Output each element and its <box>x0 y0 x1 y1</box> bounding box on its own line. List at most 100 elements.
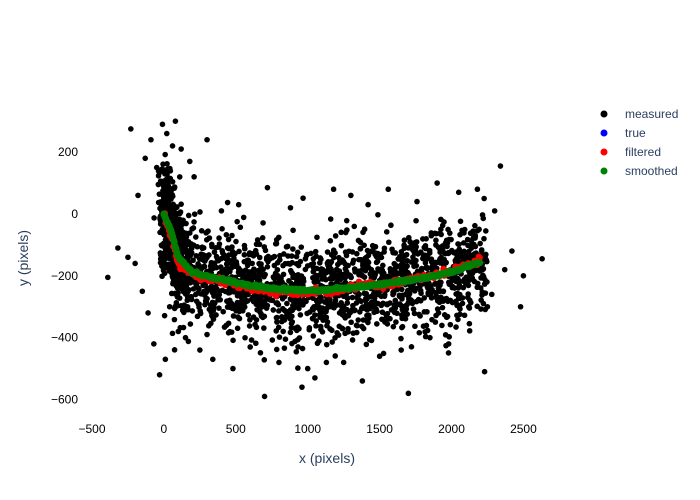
measured-point <box>474 303 480 310</box>
measured-point <box>385 186 392 193</box>
measured-point <box>312 312 318 318</box>
measured-point <box>327 238 334 244</box>
measured-point <box>313 318 319 324</box>
measured-point <box>371 309 377 316</box>
measured-point <box>344 306 350 313</box>
measured-point <box>151 215 157 221</box>
measured-point <box>162 151 168 158</box>
measured-point <box>455 241 461 247</box>
legend-label-smoothed: smoothed <box>625 164 678 178</box>
measured-point <box>210 356 216 363</box>
measured-point <box>276 334 283 340</box>
measured-point <box>218 264 224 270</box>
measured-point <box>379 267 386 274</box>
measured-point <box>365 264 372 271</box>
measured-point <box>339 305 346 312</box>
measured-point <box>311 279 318 285</box>
measured-point <box>284 300 290 307</box>
measured-point <box>275 301 282 308</box>
measured-point <box>276 359 282 366</box>
measured-point <box>422 328 428 335</box>
measured-point <box>482 306 489 313</box>
measured-point <box>373 259 380 266</box>
measured-point <box>317 272 323 278</box>
measured-point <box>378 293 385 300</box>
measured-point <box>357 309 363 315</box>
measured-point <box>275 234 282 241</box>
series-measured <box>105 118 545 400</box>
y-axis-ticks: 200 0 −200 −400 −600 <box>51 145 78 406</box>
measured-point <box>383 229 390 235</box>
measured-point <box>172 218 178 224</box>
measured-point <box>328 252 335 258</box>
measured-point <box>363 301 370 307</box>
legend-item-smoothed[interactable]: smoothed <box>600 164 678 178</box>
measured-point <box>310 256 317 262</box>
measured-point <box>338 229 344 236</box>
measured-point <box>224 199 231 206</box>
measured-point <box>454 301 461 308</box>
measured-point <box>390 323 397 330</box>
measured-point <box>180 288 187 295</box>
measured-point <box>261 393 268 400</box>
measured-point <box>160 161 166 167</box>
measured-point <box>148 136 154 143</box>
measured-point <box>172 118 179 124</box>
measured-point <box>159 226 166 233</box>
measured-point <box>460 284 467 291</box>
legend[interactable]: measured true filtered smoothed <box>600 107 679 178</box>
measured-point <box>398 248 405 255</box>
measured-point <box>228 265 235 271</box>
measured-point <box>174 228 180 235</box>
measured-point <box>324 322 330 329</box>
measured-point <box>481 195 487 202</box>
measured-point <box>225 298 231 304</box>
measured-point <box>421 295 428 301</box>
measured-point <box>340 359 347 366</box>
measured-point <box>165 204 172 211</box>
measured-point <box>428 295 435 301</box>
measured-point <box>185 212 192 219</box>
series-smoothed <box>160 210 484 295</box>
measured-point <box>483 228 489 234</box>
measured-point <box>398 335 404 342</box>
x-axis-title: x (pixels) <box>299 450 355 466</box>
measured-point <box>304 310 310 317</box>
measured-point <box>273 240 280 247</box>
measured-point <box>444 240 451 246</box>
measured-point <box>401 311 408 317</box>
measured-point <box>449 299 456 306</box>
measured-point <box>483 258 490 265</box>
measured-point <box>350 302 356 309</box>
measured-point <box>151 341 157 347</box>
measured-point <box>456 250 463 257</box>
measured-point <box>413 257 419 264</box>
measured-point <box>281 345 288 351</box>
measured-point <box>276 274 283 281</box>
measured-point <box>323 269 330 276</box>
measured-point <box>401 237 408 244</box>
measured-point <box>354 250 360 257</box>
measured-point <box>399 286 405 293</box>
legend-item-measured[interactable]: measured <box>600 107 679 121</box>
measured-point <box>356 256 362 263</box>
legend-item-true[interactable]: true <box>600 126 647 140</box>
measured-point <box>289 270 295 276</box>
measured-point <box>197 308 204 314</box>
measured-point <box>467 230 474 237</box>
measured-point <box>366 336 373 343</box>
measured-point <box>460 240 467 246</box>
measured-point <box>210 307 217 314</box>
measured-point <box>115 245 121 251</box>
measured-point <box>280 271 287 278</box>
measured-point <box>283 308 289 315</box>
measured-point <box>465 282 472 289</box>
measured-point <box>198 228 205 234</box>
measured-point <box>202 301 208 308</box>
measured-point <box>390 249 396 256</box>
measured-point <box>264 184 271 191</box>
legend-item-filtered[interactable]: filtered <box>600 145 662 159</box>
measured-point <box>180 217 186 224</box>
measured-point <box>425 290 431 296</box>
measured-point <box>191 219 197 225</box>
